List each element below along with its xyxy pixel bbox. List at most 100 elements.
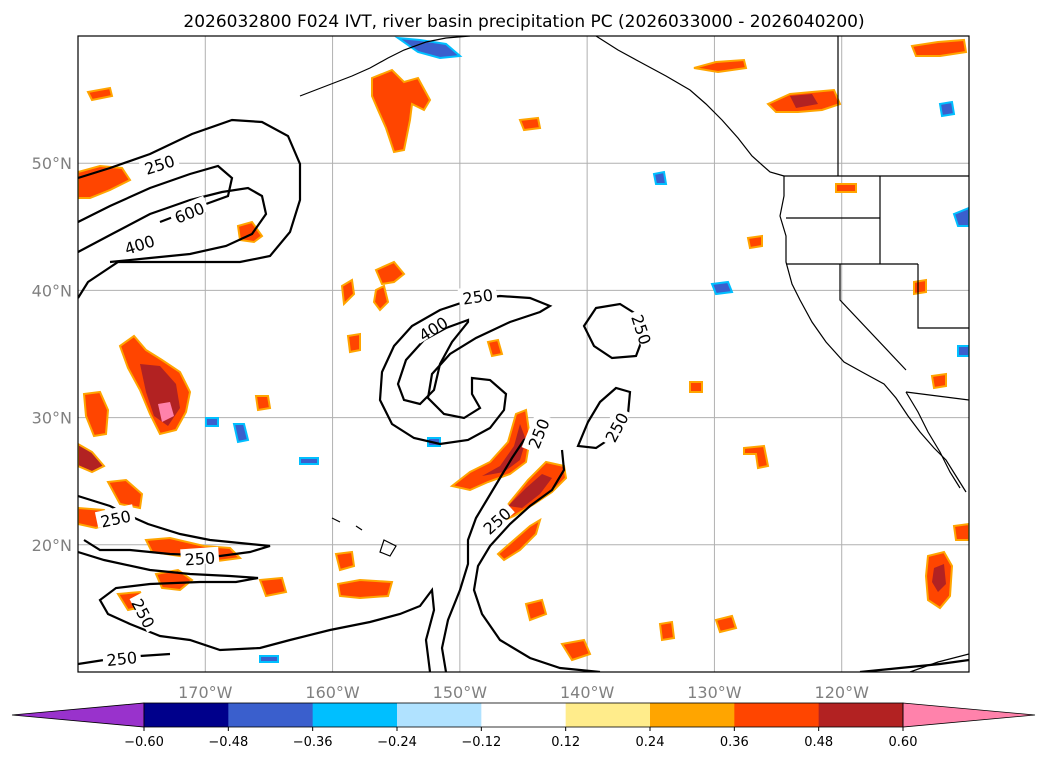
precip-patch-41n xyxy=(372,284,390,312)
precip-patch-small-3 xyxy=(689,381,703,393)
ivt-contour-label-text: 250 xyxy=(461,285,494,308)
ivt-contour-label-bg xyxy=(129,591,162,633)
alaska-coast xyxy=(299,36,471,97)
precip-neg-patch-ne xyxy=(952,206,969,227)
precip-neg-patch-34n xyxy=(957,345,969,357)
ivt-contour-250-nw xyxy=(78,118,302,299)
baja-coast xyxy=(905,391,961,489)
precip-patch-pnw-2 xyxy=(790,94,818,108)
precip-patch-ne xyxy=(910,38,968,57)
colorbar-frame xyxy=(143,702,904,728)
ivt-contour-250-se xyxy=(859,658,969,672)
ivt-contour-250-ar xyxy=(440,432,545,672)
ivt-contour-250-sub xyxy=(576,386,632,450)
precip-neg-patch-w-30n xyxy=(232,423,250,444)
precip-patch-small-1 xyxy=(518,116,542,132)
lon-label-5: 120°W xyxy=(815,683,870,702)
colorbar-extend-high xyxy=(902,702,1036,728)
precip-patch-14n-b xyxy=(714,614,738,634)
colorbar-tick-label-1: −0.48 xyxy=(208,735,248,750)
colorbar-tick-label-5: 0.12 xyxy=(551,735,580,750)
precip-neg-patch-33n xyxy=(652,170,668,185)
precip-patch-12n xyxy=(560,638,592,662)
colorbar-cell-3 xyxy=(397,703,482,727)
precip-neg-patch-10n xyxy=(259,655,279,663)
lon-label-3: 140°W xyxy=(560,683,615,702)
precip-patch-small-4 xyxy=(486,338,504,358)
hawaii-islands xyxy=(331,517,397,557)
map-frame xyxy=(77,35,970,673)
ivt-contour-label-bg xyxy=(521,411,551,454)
lat-label-3: 50°N xyxy=(32,154,72,173)
precip-patch-ar-core xyxy=(482,424,526,476)
ivt-contour-label-bg xyxy=(475,500,515,538)
ivt-contour-label-bg xyxy=(167,195,210,225)
ivt-contour-label-bg xyxy=(630,308,658,350)
precip-patch-ar-main xyxy=(449,408,532,492)
map-background xyxy=(78,36,969,672)
ivt-contour-250-center xyxy=(378,294,553,446)
precip-patch-18n-e-core xyxy=(932,564,946,592)
precip-patch-small-2 xyxy=(254,395,272,412)
precip-patch-40n xyxy=(340,278,356,307)
colorbar-tick-label-2: −0.36 xyxy=(293,735,333,750)
ivt-contour-label-bg xyxy=(180,546,220,566)
central-america-coast xyxy=(909,653,969,672)
west-coast xyxy=(779,176,967,493)
ivt-contour-label-1: 250 xyxy=(94,504,136,531)
precip-patch-42n xyxy=(374,260,406,286)
precip-patch-ar-south-core xyxy=(508,474,552,508)
colorbar-tick-label-0: −0.60 xyxy=(124,735,164,750)
precip-patch-small-12 xyxy=(658,620,676,642)
precip-patch-w-27n xyxy=(78,442,106,474)
precip-neg-patch-or xyxy=(710,280,734,296)
ivt-contour-label-bg xyxy=(598,405,631,447)
precip-neg-patch-ne-2 xyxy=(938,100,956,118)
colorbar-tick-label-6: 0.24 xyxy=(636,735,665,750)
precip-patch-small-5 xyxy=(746,234,763,250)
lat-label-0: 20°N xyxy=(32,536,72,555)
ivt-contour-label-bg xyxy=(457,283,498,305)
state-border-nv xyxy=(917,264,969,329)
colorbar-ticks: −0.60 −0.48 −0.36 −0.24 −0.12 0.12 0.24 0.36 0.4… xyxy=(124,727,917,750)
colorbar-cell-7 xyxy=(734,703,820,727)
precip-patch-w-17n xyxy=(154,568,194,592)
precip-patch-small-14 xyxy=(913,278,927,296)
precip-patch-small-11 xyxy=(693,58,748,74)
colorbar-extend-low xyxy=(11,702,145,728)
precip-neg-patch-26n xyxy=(299,457,319,465)
alaska-coast-2 xyxy=(595,36,785,177)
coastline-and-borders xyxy=(299,36,969,672)
colorbar-tick-label-3: −0.24 xyxy=(377,735,417,750)
latitude-tick-labels: 20°N 30°N 40°N 50°N xyxy=(32,154,72,555)
ivt-contour-label-12: 250 xyxy=(101,646,142,670)
precip-patch-small-13 xyxy=(346,332,361,354)
precip-patch-w-30n xyxy=(82,390,110,438)
precip-patch-small-7 xyxy=(930,372,947,390)
colorbar-cell-4 xyxy=(481,703,567,727)
precip-patch-small-10 xyxy=(86,86,114,102)
precip-patch-w-35n-peak xyxy=(158,402,174,422)
precip-neg-patch-alaska xyxy=(394,36,463,60)
colorbar-tick-label-4: −0.12 xyxy=(461,735,501,750)
precip-neg-patch-w-30n-b xyxy=(205,417,219,427)
colorbar-tick-label-7: 0.36 xyxy=(720,735,749,750)
colorbar-cells xyxy=(11,702,1036,728)
ivt-contour-250-ar-2 xyxy=(472,449,601,672)
colorbar-cell-0 xyxy=(144,703,229,727)
colorbar: −0.60 −0.48 −0.36 −0.24 −0.12 0.12 0.24 0.36 0.4… xyxy=(11,702,1036,750)
state-border-nv-ca xyxy=(839,264,907,371)
lat-label-2: 40°N xyxy=(32,281,72,300)
precip-patch-w-16n-c xyxy=(336,578,394,600)
precipitation-pc-fill xyxy=(78,36,969,663)
ivt-contour-label-text: 250 xyxy=(184,548,216,569)
colorbar-tick-label-9: 0.60 xyxy=(889,735,918,750)
precip-patch-15n-c xyxy=(524,598,548,622)
colorbar-cell-6 xyxy=(650,703,735,727)
gridlines xyxy=(78,36,969,672)
ivt-contour-label-bg xyxy=(411,309,453,344)
precip-patch-small-6 xyxy=(835,183,857,193)
longitude-tick-labels: 170°W 160°W 150°W 140°W 130°W 120°W xyxy=(178,683,869,702)
